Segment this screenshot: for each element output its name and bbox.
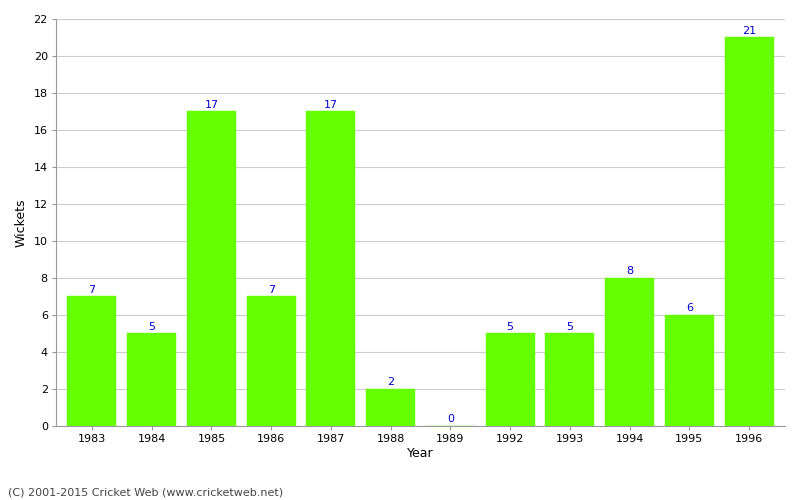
Bar (605, 278, 654, 426)
Text: 0: 0 (447, 414, 454, 424)
Text: 17: 17 (205, 100, 218, 110)
Text: 2: 2 (387, 377, 394, 387)
Bar (67, 296, 117, 426)
Text: 21: 21 (742, 26, 756, 36)
Text: 5: 5 (506, 322, 514, 332)
Bar (366, 389, 415, 426)
Bar (187, 112, 236, 426)
Bar (665, 315, 714, 426)
Text: 8: 8 (626, 266, 634, 276)
X-axis label: Year: Year (407, 447, 434, 460)
Bar (246, 296, 296, 426)
Text: 5: 5 (566, 322, 574, 332)
Bar (127, 334, 176, 426)
Text: 7: 7 (268, 284, 274, 294)
Bar (486, 334, 534, 426)
Text: 7: 7 (89, 284, 95, 294)
Text: (C) 2001-2015 Cricket Web (www.cricketweb.net): (C) 2001-2015 Cricket Web (www.cricketwe… (8, 488, 283, 498)
Bar (306, 112, 355, 426)
Y-axis label: Wickets: Wickets (15, 198, 28, 246)
Text: 5: 5 (148, 322, 155, 332)
Bar (546, 334, 594, 426)
Text: 6: 6 (686, 303, 693, 313)
Text: 17: 17 (324, 100, 338, 110)
Bar (725, 38, 774, 426)
